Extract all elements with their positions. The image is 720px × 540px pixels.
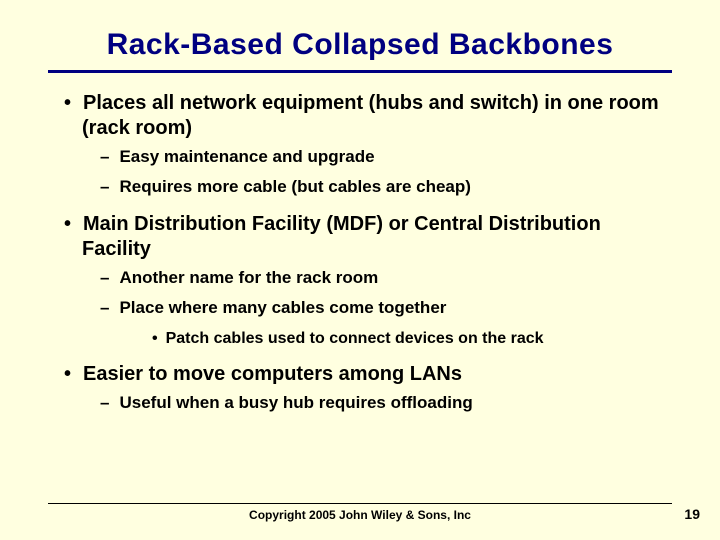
bullet-level1: Easier to move computers among LANs — [58, 362, 672, 387]
slide: Rack-Based Collapsed Backbones Places al… — [0, 0, 720, 540]
bullet-level1: Main Distribution Facility (MDF) or Cent… — [58, 212, 672, 262]
slide-footer: Copyright 2005 John Wiley & Sons, Inc — [0, 503, 720, 522]
page-number: 19 — [684, 506, 700, 522]
copyright-text: Copyright 2005 John Wiley & Sons, Inc — [48, 508, 672, 522]
bullet-level2: Useful when a busy hub requires offloadi… — [58, 393, 672, 413]
slide-content: Places all network equipment (hubs and s… — [48, 91, 672, 413]
bullet-level2: Another name for the rack room — [58, 268, 672, 288]
slide-title: Rack-Based Collapsed Backbones — [48, 28, 672, 73]
footer-divider — [48, 503, 672, 504]
bullet-level2: Requires more cable (but cables are chea… — [58, 177, 672, 197]
bullet-level2: Place where many cables come together — [58, 298, 672, 318]
bullet-level2: Easy maintenance and upgrade — [58, 147, 672, 167]
bullet-level3: Patch cables used to connect devices on … — [58, 329, 672, 348]
bullet-level1: Places all network equipment (hubs and s… — [58, 91, 672, 141]
